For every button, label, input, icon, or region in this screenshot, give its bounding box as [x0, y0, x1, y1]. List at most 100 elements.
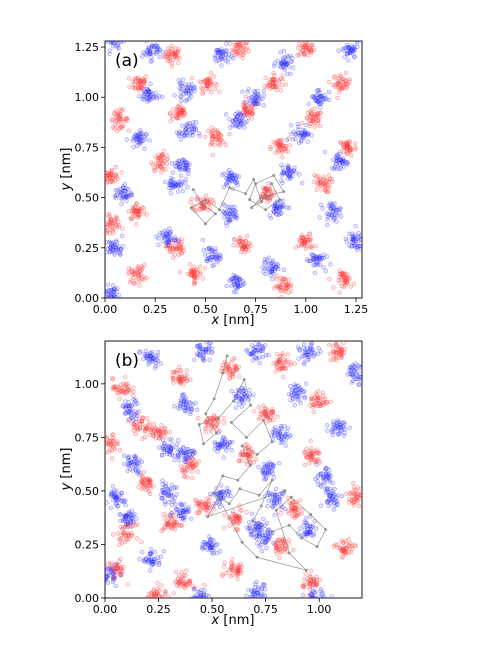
scatter-point	[262, 259, 268, 265]
scatter-point	[173, 54, 178, 59]
scatter-point	[116, 503, 121, 508]
scatter-point	[165, 156, 170, 162]
scatter-point	[337, 290, 343, 295]
scatter-point	[132, 82, 137, 87]
scatter-point	[109, 35, 113, 39]
scatter-point	[202, 78, 208, 83]
scatter-point	[343, 77, 348, 83]
scatter-point	[216, 135, 221, 140]
scatter-point	[315, 181, 321, 186]
scatter-point	[159, 583, 164, 588]
scatter-point	[261, 185, 266, 191]
scatter-point	[330, 179, 335, 185]
scatter-point	[300, 242, 305, 247]
scatter-point	[241, 102, 246, 108]
scatter-point	[224, 181, 229, 186]
scatter-point	[351, 281, 357, 286]
scatter-point	[152, 549, 158, 555]
scatter-point	[212, 439, 218, 445]
scatter-point	[128, 413, 134, 419]
scatter-point	[202, 266, 208, 271]
scatter-point	[238, 238, 243, 244]
scatter-point	[170, 249, 175, 255]
scatter-point	[173, 46, 179, 51]
scatter-point	[145, 595, 150, 598]
scatter-point	[236, 48, 242, 54]
scatter-point	[301, 354, 306, 359]
scatter-point	[277, 144, 282, 149]
scatter-point	[147, 420, 152, 425]
scatter-point	[135, 75, 140, 81]
scatter-point	[159, 157, 164, 162]
scatter-point	[238, 112, 244, 118]
scatter-point	[347, 79, 352, 85]
scatter-point	[296, 41, 302, 47]
scatter-point	[276, 495, 281, 500]
scatter-point	[331, 157, 336, 162]
scatter-point	[304, 45, 310, 50]
trajectory-point	[240, 444, 244, 448]
trajectory-point	[221, 474, 225, 478]
scatter-point	[316, 173, 321, 179]
scatter-point	[231, 275, 236, 281]
scatter-point	[123, 188, 128, 194]
scatter-point	[227, 376, 233, 381]
scatter-point	[125, 582, 131, 587]
scatter-point	[173, 247, 179, 252]
scatter-point	[318, 179, 323, 185]
scatter-point	[263, 410, 268, 415]
scatter-point	[130, 270, 135, 275]
scatter-point	[162, 53, 167, 58]
scatter-point	[351, 485, 357, 490]
trajectory-point	[270, 440, 274, 444]
scatter-point	[189, 469, 195, 474]
trajectory-point	[217, 495, 220, 499]
scatter-point	[303, 41, 309, 45]
scatter-point	[350, 378, 356, 383]
scatter-point	[243, 94, 248, 100]
scatter-point	[235, 515, 240, 521]
scatter-point	[106, 172, 111, 178]
scatter-point	[233, 214, 238, 219]
scatter-point	[135, 471, 140, 476]
scatter-point	[237, 42, 242, 47]
scatter-point	[270, 84, 275, 90]
scatter-point	[270, 79, 275, 85]
scatter-point	[177, 166, 183, 171]
scatter-point	[343, 141, 348, 147]
scatter-point	[266, 498, 271, 504]
scatter-point	[346, 543, 352, 548]
scatter-point	[263, 271, 268, 277]
trajectory-point	[262, 418, 265, 422]
scatter-point	[172, 404, 177, 409]
scatter-point	[308, 118, 313, 124]
scatter-point	[136, 215, 141, 220]
scatter-point	[132, 399, 138, 404]
scatter-point	[222, 560, 228, 565]
scatter-point	[181, 113, 186, 119]
scatter-point	[133, 209, 139, 214]
scatter-point	[249, 531, 254, 537]
scatter-point	[119, 202, 124, 207]
scatter-point	[135, 85, 141, 91]
scatter-point	[246, 49, 252, 54]
scatter-point	[155, 349, 161, 355]
scatter-point	[136, 86, 141, 91]
scatter-point	[317, 215, 322, 220]
scatter-point	[137, 272, 142, 278]
scatter-point	[315, 183, 321, 188]
scatter-point	[217, 143, 222, 148]
scatter-point	[315, 121, 320, 126]
scatter-point	[301, 52, 307, 57]
scatter-point	[202, 582, 207, 588]
scatter-point	[137, 211, 142, 217]
scatter-point	[339, 85, 345, 90]
scatter-point	[256, 347, 261, 353]
scatter-point	[275, 414, 280, 419]
scatter-point	[289, 503, 294, 509]
scatter-point	[245, 89, 250, 95]
scatter-point	[113, 583, 118, 589]
scatter-point	[345, 151, 350, 156]
scatter-point	[245, 244, 251, 250]
scatter-point	[167, 429, 172, 435]
